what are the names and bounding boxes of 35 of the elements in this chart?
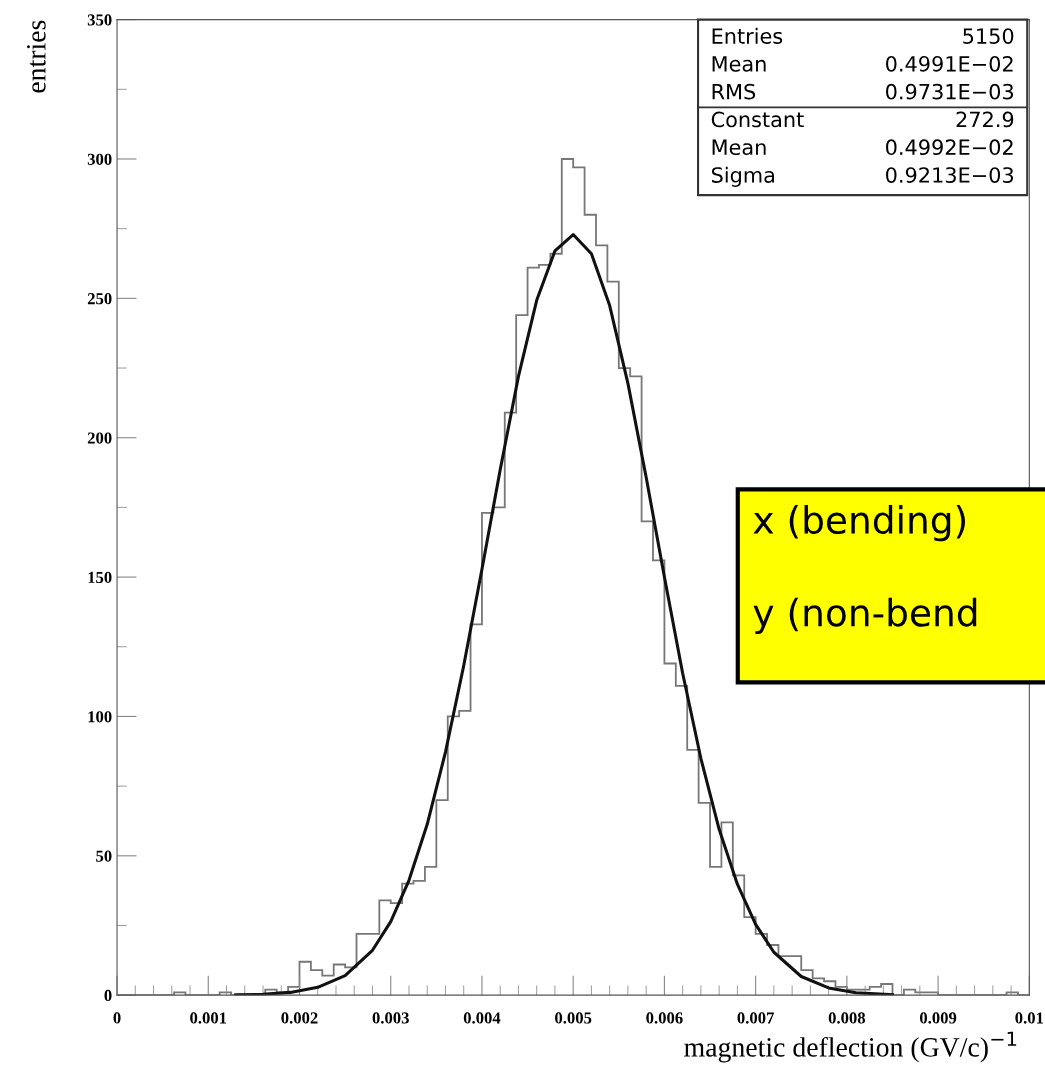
y-axis-title: entries: [27, 20, 46, 93]
y-tick-label: 0: [104, 989, 112, 1002]
x-tick-label: 0.008: [828, 1012, 866, 1024]
x-tick-label: 0.009: [919, 1012, 957, 1024]
annotation: Sigma: [711, 166, 775, 187]
annotation: 0.9213E−03: [886, 167, 1014, 183]
annotation: 5150: [963, 28, 1014, 44]
x-tick-label: 0.005: [555, 1012, 592, 1024]
y-tick-label: 350: [87, 14, 112, 26]
x-tick-label: 0.003: [372, 1012, 409, 1024]
y-tick-label: 300: [87, 153, 112, 165]
x-tick-label: 0.007: [737, 1012, 774, 1024]
annotation: 272.9: [956, 111, 1014, 128]
y-tick-label: 250: [87, 293, 112, 305]
annotation: Constant: [711, 111, 804, 128]
y-tick-label: 150: [88, 571, 112, 584]
annotation: y (non-bend: [753, 597, 977, 634]
annotation: Mean: [712, 56, 766, 72]
y-tick-label: 50: [96, 850, 112, 862]
x-axis-title: magnetic deflection (GV/c)$^{−1}$: [684, 1031, 1017, 1063]
x-tick-label: 0.004: [463, 1012, 501, 1024]
x-tick-label: 0.001: [190, 1012, 227, 1024]
annotation: Entries: [712, 27, 783, 44]
annotation: x (bending): [753, 505, 965, 542]
annotation: 0.4992E−02: [886, 139, 1013, 156]
x-tick-label: 0.002: [281, 1012, 318, 1024]
y-tick-label: 100: [88, 711, 112, 723]
annotation: 0.9731E−03: [886, 83, 1014, 100]
annotation: 0.4991E−02: [886, 55, 1013, 72]
annotation: Mean: [712, 139, 766, 156]
x-tick-label: 0.01: [1015, 1012, 1044, 1024]
annotation: RMS: [712, 83, 756, 100]
x-tick-label: 0.006: [646, 1012, 683, 1024]
y-tick-label: 200: [87, 432, 112, 444]
x-tick-label: 0: [113, 1012, 121, 1024]
